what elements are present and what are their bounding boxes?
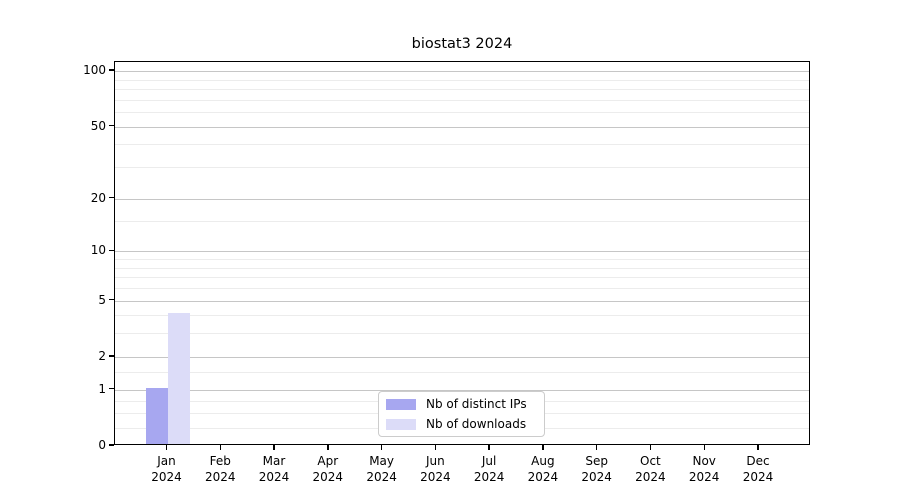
y-tick-mark xyxy=(109,124,114,127)
x-tick-label: Aug 2024 xyxy=(527,454,559,484)
bar-nb-of-distinct-ips xyxy=(145,387,168,444)
major-gridline xyxy=(115,198,809,200)
minor-gridline xyxy=(115,371,809,373)
y-tick-mark xyxy=(109,444,114,446)
minor-gridline xyxy=(115,315,809,317)
x-tick-mark xyxy=(165,445,168,450)
major-gridline xyxy=(115,300,809,302)
legend-swatch xyxy=(386,418,416,430)
minor-gridline xyxy=(115,112,809,114)
legend-swatch xyxy=(386,398,416,410)
y-tick-label: 20 xyxy=(90,190,106,205)
minor-gridline xyxy=(115,259,809,260)
x-tick-label: Mar 2024 xyxy=(258,454,290,484)
chart-title: biostat3 2024 xyxy=(411,36,513,52)
x-tick-mark xyxy=(380,445,383,450)
x-tick-mark xyxy=(488,445,490,450)
y-tick-label: 1 xyxy=(98,381,106,396)
y-tick-mark xyxy=(109,196,114,199)
y-tick-mark xyxy=(109,69,114,71)
x-tick-label: Jan 2024 xyxy=(151,454,182,484)
minor-gridline xyxy=(115,99,809,101)
x-tick-label: Oct 2024 xyxy=(635,454,666,484)
major-gridline xyxy=(115,389,809,391)
legend-item: Nb of distinct IPs xyxy=(386,397,536,411)
minor-gridline xyxy=(115,277,809,279)
major-gridline xyxy=(115,71,809,73)
minor-gridline xyxy=(115,89,809,90)
y-tick-label: 5 xyxy=(98,292,106,307)
x-tick-mark xyxy=(273,445,275,450)
minor-gridline xyxy=(115,287,809,289)
minor-gridline xyxy=(115,144,809,146)
y-tick-mark xyxy=(109,249,114,251)
y-tick-label: 50 xyxy=(90,118,106,133)
x-tick-label: Jul 2024 xyxy=(473,454,505,484)
major-gridline xyxy=(115,126,809,128)
major-gridline xyxy=(115,251,809,253)
x-tick-mark xyxy=(703,445,705,450)
x-tick-label: Nov 2024 xyxy=(688,454,720,484)
legend-label: Nb of distinct IPs xyxy=(426,397,527,411)
x-tick-label: Sep 2024 xyxy=(581,454,612,484)
x-tick-label: Jun 2024 xyxy=(420,454,451,484)
x-tick-mark xyxy=(649,445,652,450)
major-gridline xyxy=(115,356,809,358)
legend-label: Nb of downloads xyxy=(426,417,527,431)
x-tick-mark xyxy=(219,445,221,450)
minor-gridline xyxy=(115,333,809,335)
x-tick-label: May 2024 xyxy=(366,454,397,484)
y-tick-label: 100 xyxy=(83,63,106,78)
x-tick-label: Dec 2024 xyxy=(742,454,774,484)
x-tick-mark xyxy=(757,445,759,450)
y-tick-label: 10 xyxy=(90,243,106,258)
y-tick-mark xyxy=(109,298,114,301)
minor-gridline xyxy=(115,220,809,222)
x-tick-mark xyxy=(327,445,329,450)
minor-gridline xyxy=(115,79,809,81)
legend-item: Nb of downloads xyxy=(386,417,536,431)
x-tick-label: Apr 2024 xyxy=(312,454,344,484)
x-tick-mark xyxy=(595,445,598,450)
y-tick-label: 2 xyxy=(98,348,106,363)
y-tick-mark xyxy=(109,355,114,357)
bar-nb-of-downloads xyxy=(167,313,190,444)
minor-gridline xyxy=(115,167,809,169)
minor-gridline xyxy=(115,267,809,269)
x-tick-label: Feb 2024 xyxy=(205,454,236,484)
x-tick-mark xyxy=(542,445,544,450)
y-tick-mark xyxy=(109,387,114,390)
plot-area xyxy=(114,61,810,445)
legend: Nb of distinct IPs Nb of downloads xyxy=(378,391,545,437)
x-tick-mark xyxy=(434,445,437,450)
y-tick-label: 0 xyxy=(98,438,106,452)
